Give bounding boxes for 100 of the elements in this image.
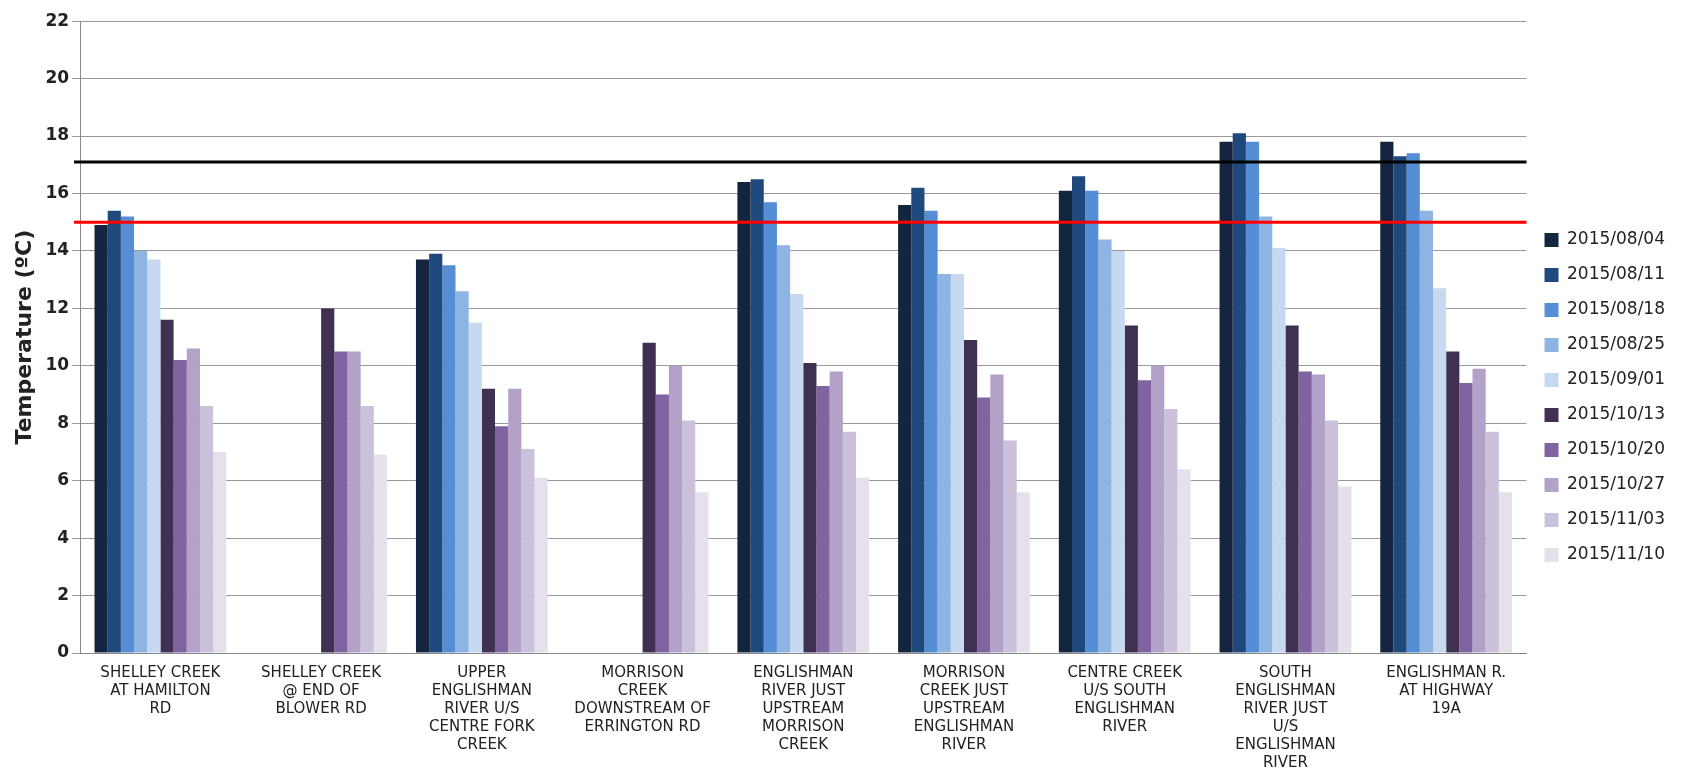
bar xyxy=(763,202,777,653)
y-axis-title: Temperature (ºC) xyxy=(10,229,36,445)
bar xyxy=(1016,492,1030,653)
x-tick-label: SHELLEY CREEK @ END OF BLOWER RD xyxy=(261,662,383,717)
bar xyxy=(750,179,764,653)
x-tick-label: SOUTH ENGLISHMAN RIVER JUST U/S ENGLISHMAN RIVER xyxy=(1235,662,1336,771)
bar xyxy=(173,360,187,653)
y-tick-label: 14 xyxy=(45,239,70,260)
y-tick-label: 8 xyxy=(57,411,70,432)
bar xyxy=(199,406,214,653)
bar xyxy=(1272,248,1286,653)
bar xyxy=(682,420,696,653)
legend-label: 2015/11/03 xyxy=(1567,508,1665,529)
bar xyxy=(347,351,361,653)
bar xyxy=(964,339,978,653)
bar xyxy=(1219,141,1233,653)
bar xyxy=(1003,440,1017,653)
bar xyxy=(1459,383,1473,653)
bar xyxy=(911,187,925,653)
bar xyxy=(1485,431,1499,653)
bar xyxy=(1472,368,1486,653)
bar xyxy=(120,216,135,653)
bar xyxy=(481,388,496,653)
x-tick-label: ENGLISHMAN R. AT HIGHWAY 19A xyxy=(1386,662,1507,717)
bar xyxy=(1311,374,1325,653)
legend-label: 2015/10/27 xyxy=(1567,473,1665,494)
bar xyxy=(1380,141,1394,653)
y-tick-label: 2 xyxy=(57,583,70,604)
bar xyxy=(107,210,121,653)
bar xyxy=(829,371,843,653)
bar xyxy=(1432,288,1447,653)
bar xyxy=(1338,486,1352,653)
bar xyxy=(186,348,200,653)
bar xyxy=(1177,469,1191,653)
y-tick-label: 4 xyxy=(57,526,70,547)
y-tick-label: 12 xyxy=(45,296,70,317)
bar xyxy=(147,259,161,653)
bar xyxy=(94,225,108,653)
x-tick-label: SHELLEY CREEK AT HAMILTON RD xyxy=(100,662,222,717)
y-tick-label: 6 xyxy=(57,469,70,490)
bar xyxy=(1406,153,1420,653)
bar xyxy=(1072,176,1086,653)
bar xyxy=(924,210,938,653)
bar xyxy=(1098,239,1112,653)
bar xyxy=(1137,380,1152,653)
bar xyxy=(977,397,991,653)
x-tick-label: ENGLISHMAN RIVER JUST UPSTREAM MORRISON CREEK xyxy=(753,662,854,753)
bar xyxy=(1285,325,1299,653)
bar xyxy=(160,319,174,653)
bar xyxy=(415,259,430,653)
legend-label: 2015/08/25 xyxy=(1567,333,1665,354)
legend-label: 2015/10/13 xyxy=(1567,403,1665,424)
bar xyxy=(495,426,509,653)
x-tick-label: MORRISON CREEK JUST UPSTREAM ENGLISHMAN RIVER xyxy=(913,662,1015,753)
bar xyxy=(521,449,535,653)
legend-label: 2015/11/10 xyxy=(1567,543,1665,564)
legend-label: 2015/10/20 xyxy=(1567,438,1665,459)
y-tick-label: 10 xyxy=(45,354,70,375)
bar xyxy=(321,308,335,653)
bar xyxy=(937,273,951,653)
bar xyxy=(213,451,227,653)
legend-label: 2015/08/04 xyxy=(1567,228,1665,249)
bar xyxy=(1232,133,1246,653)
bar xyxy=(1245,141,1260,653)
bar xyxy=(1058,190,1073,653)
bar xyxy=(1298,371,1312,653)
y-tick-label: 0 xyxy=(57,641,70,662)
bar xyxy=(508,388,522,653)
bar xyxy=(990,374,1004,653)
bar xyxy=(334,351,348,653)
bar xyxy=(1498,492,1513,653)
bar xyxy=(534,477,548,653)
y-tick-label: 22 xyxy=(45,9,70,30)
bar xyxy=(655,394,669,653)
x-tick-label: UPPER ENGLISHMAN RIVER U/S CENTRE FORK CREEK xyxy=(429,662,536,753)
bar xyxy=(134,250,148,653)
bar xyxy=(803,362,817,653)
y-tick-label: 18 xyxy=(45,124,70,145)
bar xyxy=(1259,216,1273,653)
bar xyxy=(1124,325,1138,653)
bar xyxy=(1446,351,1460,653)
y-tick-label: 16 xyxy=(45,181,70,202)
bar xyxy=(1085,190,1099,653)
bar xyxy=(1164,408,1178,653)
bar xyxy=(668,365,683,653)
bar xyxy=(468,322,482,653)
bar xyxy=(1393,156,1407,653)
bar xyxy=(790,294,804,653)
x-tick-label: MORRISON CREEK DOWNSTREAM OF ERRINGTON RD xyxy=(574,662,711,735)
bar xyxy=(776,245,791,653)
bar xyxy=(360,406,374,653)
bar xyxy=(373,454,388,653)
y-tick-label: 20 xyxy=(45,67,70,88)
bar xyxy=(842,431,856,653)
bar xyxy=(1324,420,1339,653)
bar xyxy=(737,182,751,653)
bar xyxy=(442,265,456,653)
legend-label: 2015/08/18 xyxy=(1567,298,1665,319)
bar xyxy=(1111,250,1125,653)
bar xyxy=(856,477,870,653)
